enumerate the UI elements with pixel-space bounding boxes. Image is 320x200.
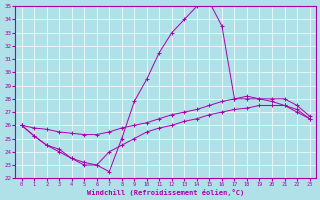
X-axis label: Windchill (Refroidissement éolien,°C): Windchill (Refroidissement éolien,°C) bbox=[87, 189, 244, 196]
